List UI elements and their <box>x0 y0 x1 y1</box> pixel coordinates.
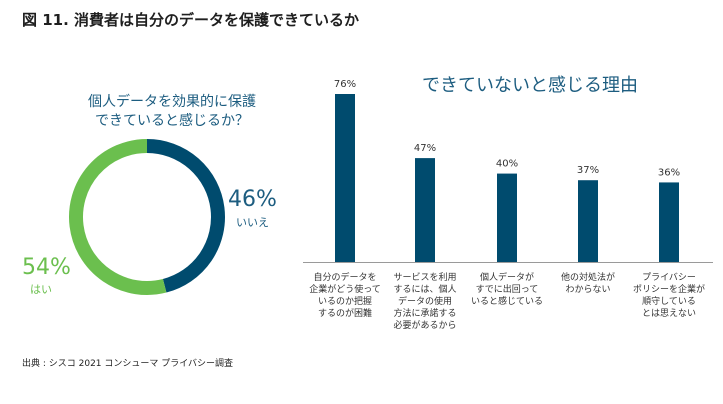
donut-slice-no <box>146 139 225 293</box>
bar-category-label-line: 必要があるから <box>393 321 457 331</box>
bar-category-label-3: 個人データが すでに出回って いると感じている <box>464 272 550 308</box>
bar-category-label-line: データの使用 <box>397 297 452 307</box>
bar-category-label-line: いるのか把握 <box>317 297 372 307</box>
bar-category-label-line: 順守している <box>642 297 696 307</box>
bar-value-label-3: 40% <box>496 159 518 170</box>
donut-title-line-2: できていると感じるか？ <box>95 113 249 129</box>
donut-chart <box>69 139 225 295</box>
donut-no-percent: 46% <box>228 187 277 212</box>
donut-slice-yes <box>69 139 167 295</box>
bar-value-label-1: 76% <box>334 79 356 90</box>
bar-category-label-line: プライバシー <box>642 273 696 283</box>
bar-category-label-1: 自分のデータを 企業がどう使って いるのか把握 するのが困難 <box>302 272 388 320</box>
bar-value-label-4: 37% <box>577 165 599 176</box>
bar-category-label-line: サービスを利用 <box>393 273 457 283</box>
bar-category-label-line: すでに出回って <box>475 285 539 295</box>
bar-category-label-line: いると感じている <box>470 297 543 307</box>
bar-3 <box>497 173 517 262</box>
bar-chart-title: できていないと感じる理由 <box>422 75 638 96</box>
bar-value-label-2: 47% <box>414 143 436 154</box>
donut-yes-label: はい <box>30 283 52 296</box>
bar-category-label-5: プライバシー ポリシーを企業が 順守している とは思えない <box>626 272 712 320</box>
bar-category-label-line: とは思えない <box>641 309 696 319</box>
donut-no-label: いいえ <box>236 216 269 229</box>
donut-chart-title: 個人データを効果的に保護 できていると感じるか？ <box>62 93 282 131</box>
bar-category-label-line: するのが困難 <box>317 309 372 319</box>
bar-category-label-line: 他の対処法が <box>560 273 615 283</box>
bar-category-label-line: するには、個人 <box>393 285 457 295</box>
bar-1 <box>335 94 355 262</box>
bar-value-label-5: 36% <box>658 167 680 178</box>
bar-4 <box>578 180 598 262</box>
bar-category-label-line: ポリシーを企業が <box>632 285 705 295</box>
bar-category-label-line: 企業がどう使って <box>309 285 381 295</box>
donut-title-line-1: 個人データを効果的に保護 <box>88 94 256 110</box>
bar-category-label-line: 自分のデータを <box>313 273 377 283</box>
bar-2 <box>415 158 435 262</box>
source-note: 出典 : シスコ 2021 コンシューマ プライバシー調査 <box>22 359 234 369</box>
bar-category-label-2: サービスを利用 するには、個人 データの使用 方法に承諾する 必要があるから <box>382 272 468 332</box>
figure-title: 図 11. 消費者は自分のデータを保護できているか <box>22 11 360 29</box>
bar-category-label-line: 方法に承諾する <box>393 309 457 319</box>
donut-yes-percent: 54% <box>22 255 71 280</box>
bar-category-label-4: 他の対処法が わからない <box>545 272 631 296</box>
bar-category-label-line: わからない <box>565 285 611 295</box>
bar-category-label-line: 個人データが <box>479 273 534 283</box>
bar-5 <box>659 182 679 262</box>
